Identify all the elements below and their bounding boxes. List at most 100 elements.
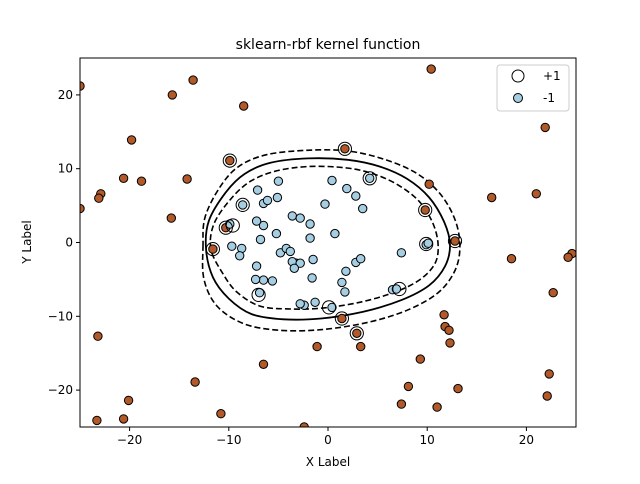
data-point-outer xyxy=(356,341,366,352)
data-point-inner xyxy=(295,213,305,223)
data-point-outer xyxy=(439,310,449,320)
data-point-outer xyxy=(445,338,455,348)
data-point-outer xyxy=(337,313,347,324)
support-vector-ring xyxy=(418,202,433,218)
plot-area xyxy=(80,58,576,427)
support-vector-ring xyxy=(392,281,407,297)
data-point-inner xyxy=(227,241,237,251)
x-axis-ticks: −20 −10 0 10 20 xyxy=(117,427,534,447)
y-axis-label: Y Label xyxy=(20,220,34,265)
legend-marker-neg xyxy=(513,93,523,103)
data-point-outer xyxy=(450,236,460,246)
support-vector-ring xyxy=(447,233,463,249)
data-point-inner xyxy=(295,299,305,309)
y-tick-label: −10 xyxy=(48,309,73,323)
data-point-inner xyxy=(337,277,347,288)
data-point-outer xyxy=(544,369,554,379)
data-point-outer xyxy=(216,409,226,419)
data-point-inner xyxy=(330,228,340,239)
data-point-outer xyxy=(166,213,177,223)
data-point-outer xyxy=(312,341,322,352)
data-point-outer xyxy=(225,155,235,166)
data-point-outer xyxy=(548,288,558,298)
data-point-outer xyxy=(340,144,350,154)
data-point-outer xyxy=(136,176,147,186)
data-point-inner xyxy=(342,183,352,194)
data-point-inner xyxy=(285,246,295,257)
x-tick-label: −20 xyxy=(117,433,142,447)
legend-label-neg: -1 xyxy=(543,91,555,105)
data-point-inner xyxy=(307,273,317,283)
data-point-inner xyxy=(273,176,284,186)
support-vector-ring xyxy=(251,287,266,302)
data-point-outer xyxy=(123,395,134,406)
data-point-inner xyxy=(365,173,375,184)
y-tick-label: 0 xyxy=(65,236,73,250)
margin-inner xyxy=(209,165,439,310)
data-point-inner xyxy=(258,220,269,231)
data-point-inner xyxy=(251,216,262,226)
chart-title: sklearn-rbf kernel function xyxy=(236,37,421,53)
margin-outer xyxy=(201,149,461,332)
data-point-outer xyxy=(420,205,430,215)
support-vector-ring xyxy=(222,153,237,168)
data-point-inner xyxy=(327,302,337,313)
data-point-inner xyxy=(356,254,366,264)
data-point-outer xyxy=(167,90,178,100)
data-point-inner xyxy=(340,287,350,297)
support-vector-ring xyxy=(235,197,250,212)
decision-boundary xyxy=(204,157,451,321)
support-vector-ring xyxy=(334,311,349,326)
support-vector-ring xyxy=(419,236,434,252)
data-point-inner xyxy=(289,263,299,273)
data-point-inner xyxy=(258,275,269,285)
data-point-inner xyxy=(238,200,248,210)
data-point-inner xyxy=(305,233,315,243)
data-point-outer xyxy=(403,381,414,392)
data-point-inner xyxy=(252,185,263,195)
data-point-inner xyxy=(320,199,330,209)
support-vector-ring xyxy=(218,220,233,235)
data-point-inner xyxy=(262,195,273,206)
data-point-inner xyxy=(351,191,361,201)
data-point-inner xyxy=(327,175,337,186)
data-point-inner xyxy=(271,228,282,239)
legend-marker-pos xyxy=(511,69,525,83)
data-point-outer xyxy=(208,244,218,254)
data-point-inner xyxy=(235,251,245,261)
data-point-inner xyxy=(295,258,305,268)
data-point-inner xyxy=(358,203,368,214)
data-point-inner xyxy=(396,248,407,258)
data-point-outer xyxy=(239,101,249,111)
support-vector-ring xyxy=(321,300,337,315)
x-tick-label: 0 xyxy=(324,433,332,447)
data-point-outer xyxy=(182,174,192,184)
data-point-inner xyxy=(272,192,283,203)
data-point-outer xyxy=(531,189,541,199)
data-point-outer xyxy=(118,173,129,184)
data-point-outer xyxy=(426,64,436,74)
data-point-outer xyxy=(444,325,454,335)
data-point-outer xyxy=(118,414,129,424)
data-point-outer xyxy=(190,377,200,387)
y-tick-label: 10 xyxy=(58,162,73,176)
data-point-outer xyxy=(487,192,497,203)
data-point-outer xyxy=(352,328,362,338)
data-point-inner xyxy=(267,276,278,286)
data-point-inner xyxy=(255,234,266,245)
support-vector-ring xyxy=(205,242,220,257)
support-vectors xyxy=(205,141,463,341)
support-vector-ring xyxy=(225,218,240,233)
data-point-outer xyxy=(396,399,407,409)
data-point-outer xyxy=(563,252,573,262)
data-point-inner xyxy=(250,274,261,285)
data-point-outer xyxy=(432,402,442,412)
data-point-outer xyxy=(94,193,104,203)
data-point-inner xyxy=(308,254,318,265)
data-point-outer xyxy=(92,415,102,426)
data-point-outer xyxy=(424,179,434,189)
data-point-inner xyxy=(287,211,297,221)
data-point-inner xyxy=(305,219,315,229)
x-tick-label: 20 xyxy=(519,433,534,447)
